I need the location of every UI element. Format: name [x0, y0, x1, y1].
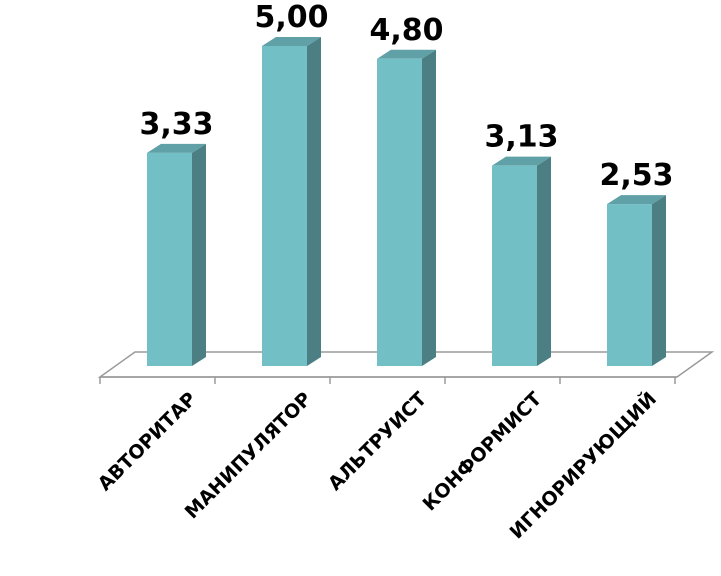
bar-side — [537, 156, 551, 366]
bar-series — [147, 37, 666, 367]
bar — [607, 195, 666, 366]
bar-side — [307, 37, 321, 366]
bar-top — [492, 156, 551, 166]
bar-top — [377, 49, 436, 59]
category-label: КОНФОРМИСТ — [419, 388, 546, 515]
bar-front — [262, 46, 307, 366]
bar — [492, 156, 551, 366]
bar-front — [607, 204, 652, 366]
bar-side — [192, 143, 206, 366]
bar-top — [147, 143, 206, 153]
bar — [262, 37, 321, 366]
bar-front — [377, 58, 422, 367]
bar-side — [652, 195, 666, 366]
bar-top — [262, 37, 321, 46]
bar-value-label: 5,00 — [254, 0, 328, 35]
value-labels: 3,33 5,00 4,80 3,13 2,53 — [139, 0, 673, 193]
bar-value-label: 2,53 — [599, 158, 673, 193]
category-label: АВТОРИТАР — [94, 388, 201, 495]
bar-top — [607, 195, 666, 205]
bar-value-label: 3,33 — [139, 107, 213, 142]
bar — [377, 49, 436, 367]
chart-floor — [97, 351, 715, 384]
bar-value-label: 4,80 — [369, 13, 443, 48]
category-label: МАНИПУЛЯТОР — [181, 388, 316, 523]
bar — [147, 143, 206, 366]
bar-value-label: 3,13 — [484, 120, 558, 155]
bar-front — [492, 165, 537, 366]
category-label: АЛЬТРУИСТ — [324, 388, 431, 495]
bar-front — [147, 152, 192, 366]
bar-side — [422, 49, 436, 367]
